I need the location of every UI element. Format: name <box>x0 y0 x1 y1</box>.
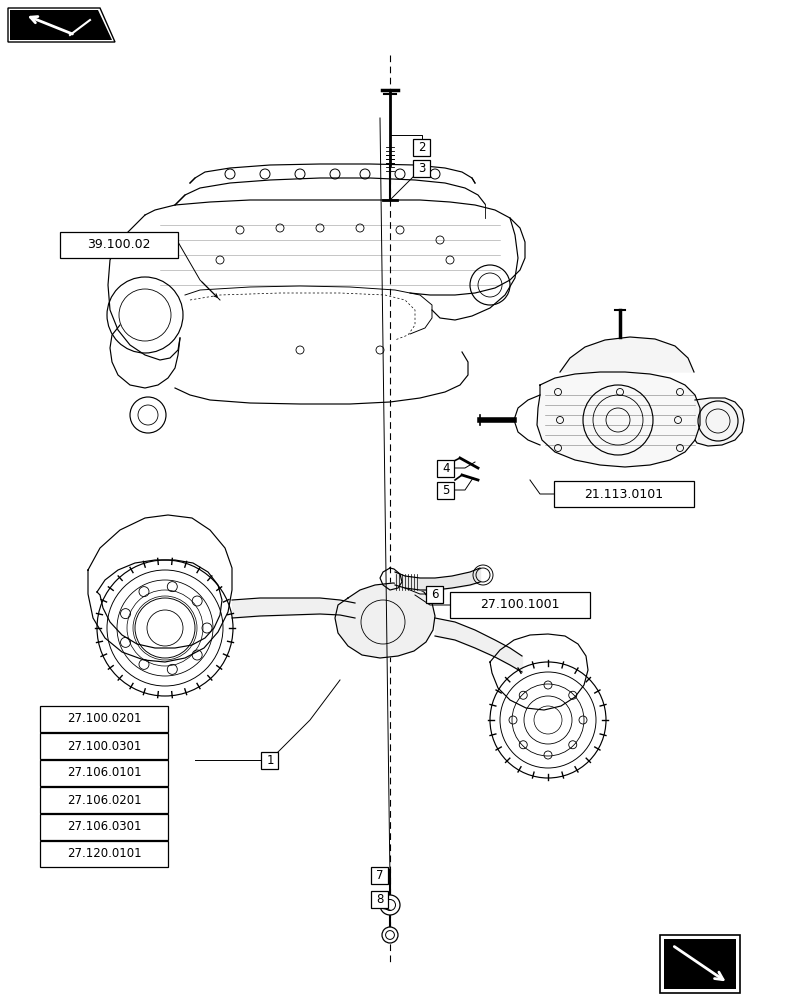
Bar <box>371 892 388 908</box>
Bar <box>261 752 278 768</box>
Text: 21.113.0101: 21.113.0101 <box>584 488 663 500</box>
Text: 27.106.0101: 27.106.0101 <box>67 766 141 780</box>
Bar <box>413 160 430 177</box>
Bar <box>449 592 590 618</box>
Bar <box>40 841 168 867</box>
Bar <box>371 867 388 884</box>
Polygon shape <box>10 10 112 40</box>
Polygon shape <box>560 337 693 372</box>
Text: 6: 6 <box>431 587 438 600</box>
Text: 27.100.1001: 27.100.1001 <box>479 598 559 611</box>
Bar <box>663 939 735 989</box>
Polygon shape <box>8 8 115 42</box>
Text: 27.120.0101: 27.120.0101 <box>67 847 141 860</box>
Bar <box>437 460 454 477</box>
Text: 27.106.0201: 27.106.0201 <box>67 793 141 806</box>
Bar <box>40 706 168 732</box>
Bar <box>426 585 443 602</box>
Text: 7: 7 <box>375 869 384 882</box>
Bar <box>553 481 693 507</box>
Bar <box>40 760 168 786</box>
Text: 27.100.0201: 27.100.0201 <box>67 712 141 725</box>
Text: 8: 8 <box>375 894 384 906</box>
Text: 27.106.0301: 27.106.0301 <box>67 820 141 833</box>
Bar <box>60 232 178 258</box>
Text: 2: 2 <box>418 141 425 154</box>
Circle shape <box>380 895 400 915</box>
Text: 39.100.02: 39.100.02 <box>87 238 151 251</box>
Text: 4: 4 <box>442 462 449 475</box>
Circle shape <box>381 927 397 943</box>
Text: 27.100.0301: 27.100.0301 <box>67 739 141 752</box>
Bar <box>659 935 739 993</box>
Bar <box>437 482 454 498</box>
Text: 1: 1 <box>266 754 273 766</box>
Bar <box>40 733 168 759</box>
Polygon shape <box>335 583 435 658</box>
Polygon shape <box>694 398 743 446</box>
Bar <box>40 814 168 840</box>
Text: 5: 5 <box>442 484 449 496</box>
Text: 3: 3 <box>418 162 425 175</box>
Bar <box>40 787 168 813</box>
Bar <box>413 139 430 156</box>
Polygon shape <box>536 372 699 467</box>
